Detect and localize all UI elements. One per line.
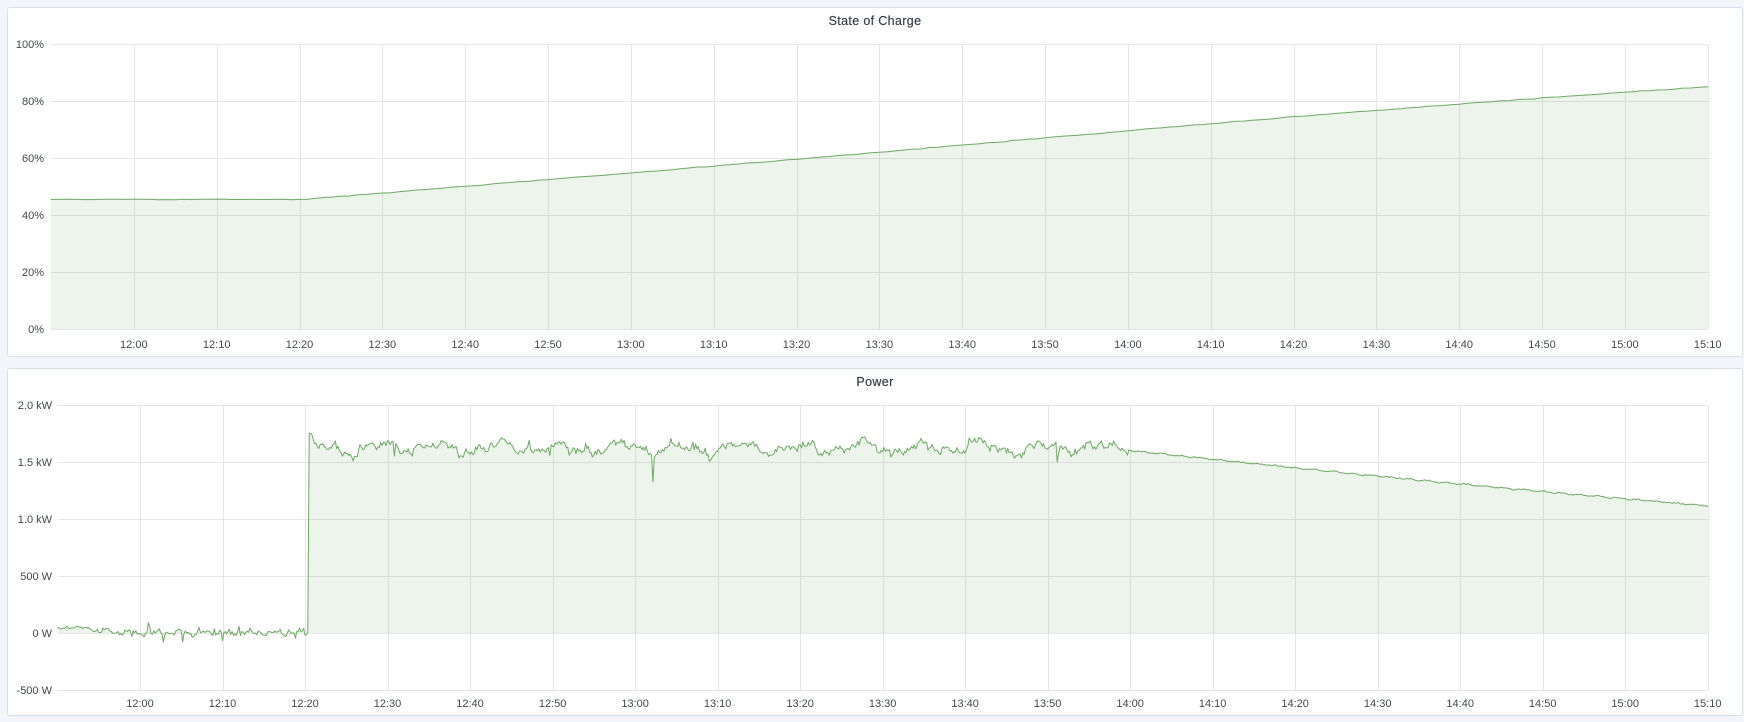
svg-text:14:50: 14:50 bbox=[1529, 698, 1557, 710]
svg-text:14:00: 14:00 bbox=[1116, 698, 1144, 710]
svg-text:12:30: 12:30 bbox=[374, 698, 402, 710]
svg-text:12:00: 12:00 bbox=[120, 339, 148, 351]
svg-text:0%: 0% bbox=[28, 324, 44, 336]
svg-text:13:30: 13:30 bbox=[869, 698, 897, 710]
svg-text:15:00: 15:00 bbox=[1611, 698, 1639, 710]
svg-text:14:20: 14:20 bbox=[1281, 698, 1309, 710]
svg-text:13:00: 13:00 bbox=[621, 698, 649, 710]
svg-text:12:20: 12:20 bbox=[286, 339, 314, 351]
svg-text:12:50: 12:50 bbox=[539, 698, 567, 710]
svg-text:60%: 60% bbox=[22, 153, 44, 165]
svg-text:12:30: 12:30 bbox=[369, 339, 397, 351]
svg-text:14:10: 14:10 bbox=[1199, 698, 1227, 710]
svg-text:2.0 kW: 2.0 kW bbox=[18, 400, 53, 412]
svg-text:14:10: 14:10 bbox=[1197, 339, 1225, 351]
svg-text:12:40: 12:40 bbox=[451, 339, 479, 351]
svg-text:13:50: 13:50 bbox=[1031, 339, 1059, 351]
svg-text:13:50: 13:50 bbox=[1034, 698, 1062, 710]
svg-text:1.0 kW: 1.0 kW bbox=[18, 514, 53, 526]
svg-text:-500 W: -500 W bbox=[17, 685, 53, 697]
svg-text:13:30: 13:30 bbox=[866, 339, 894, 351]
svg-text:12:50: 12:50 bbox=[534, 339, 562, 351]
svg-text:14:20: 14:20 bbox=[1280, 339, 1308, 351]
svg-text:14:40: 14:40 bbox=[1445, 339, 1473, 351]
svg-text:14:00: 14:00 bbox=[1114, 339, 1142, 351]
svg-text:100%: 100% bbox=[16, 39, 44, 51]
svg-text:12:00: 12:00 bbox=[126, 698, 154, 710]
svg-text:40%: 40% bbox=[22, 210, 44, 222]
svg-text:15:00: 15:00 bbox=[1611, 339, 1639, 351]
svg-text:0 W: 0 W bbox=[32, 628, 52, 640]
svg-text:13:00: 13:00 bbox=[617, 339, 645, 351]
svg-text:1.5 kW: 1.5 kW bbox=[18, 457, 53, 469]
svg-text:12:10: 12:10 bbox=[203, 339, 231, 351]
svg-text:80%: 80% bbox=[22, 96, 44, 108]
svg-text:15:10: 15:10 bbox=[1694, 698, 1722, 710]
svg-text:12:40: 12:40 bbox=[456, 698, 484, 710]
svg-text:13:10: 13:10 bbox=[700, 339, 728, 351]
svg-text:12:20: 12:20 bbox=[291, 698, 319, 710]
svg-text:14:30: 14:30 bbox=[1363, 339, 1391, 351]
svg-text:13:10: 13:10 bbox=[704, 698, 732, 710]
svg-text:14:30: 14:30 bbox=[1364, 698, 1392, 710]
svg-text:15:10: 15:10 bbox=[1694, 339, 1722, 351]
svg-text:13:40: 13:40 bbox=[948, 339, 976, 351]
svg-text:13:40: 13:40 bbox=[951, 698, 979, 710]
svg-text:14:50: 14:50 bbox=[1528, 339, 1556, 351]
svg-text:13:20: 13:20 bbox=[786, 698, 814, 710]
svg-text:14:40: 14:40 bbox=[1446, 698, 1474, 710]
svg-text:500 W: 500 W bbox=[20, 571, 52, 583]
svg-text:20%: 20% bbox=[22, 267, 44, 279]
svg-text:12:10: 12:10 bbox=[209, 698, 237, 710]
svg-text:13:20: 13:20 bbox=[783, 339, 811, 351]
